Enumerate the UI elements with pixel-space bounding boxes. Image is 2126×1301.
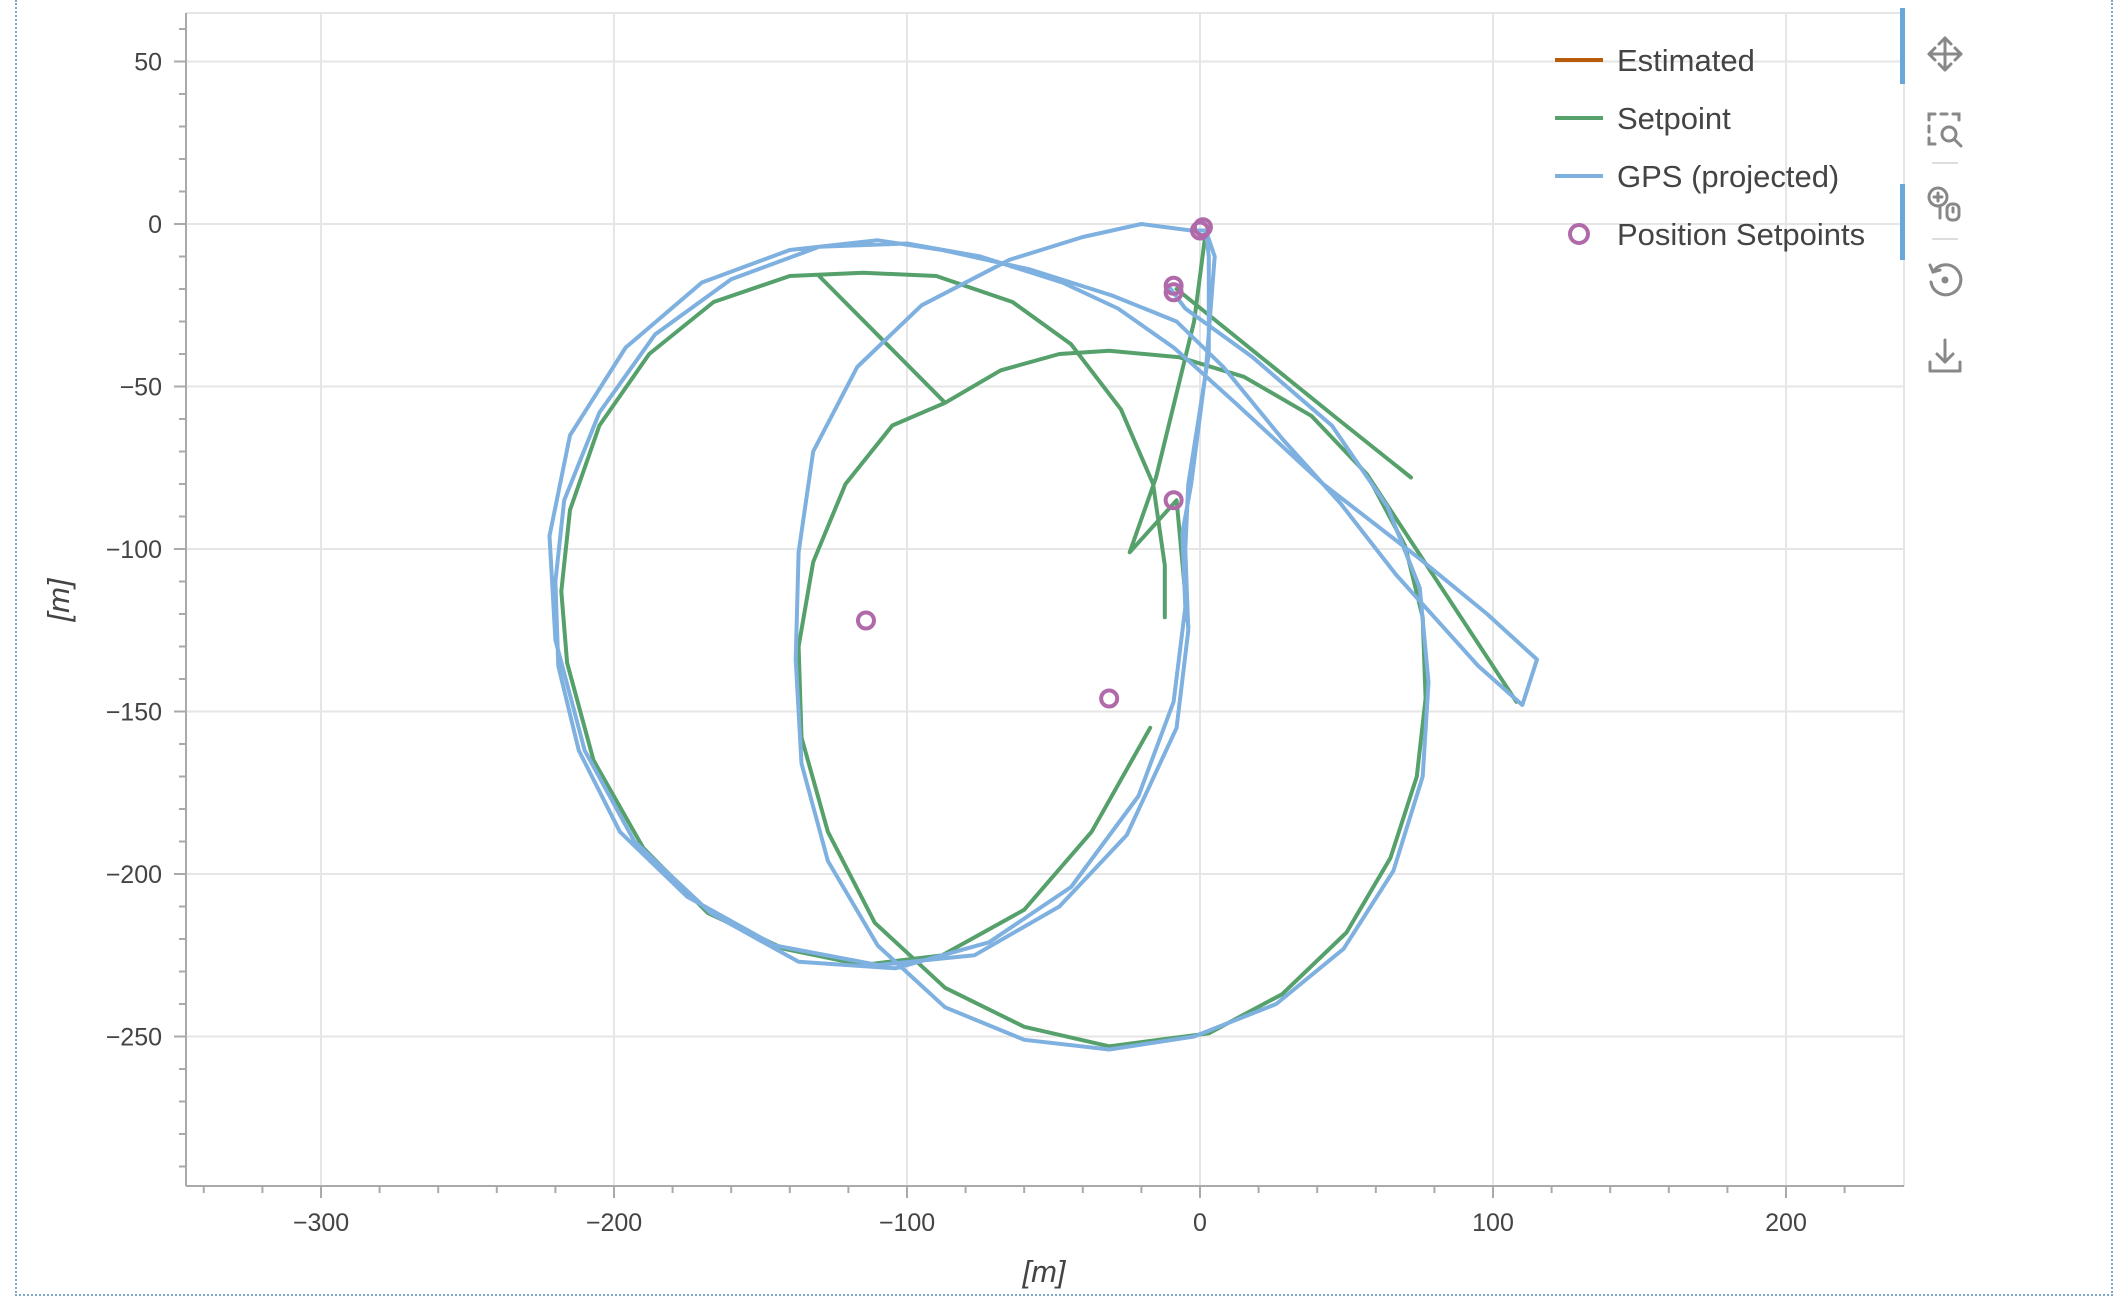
save-tool-button[interactable]: [1900, 322, 1990, 386]
y-tick-label: −100: [106, 536, 162, 564]
position-setpoint-marker[interactable]: [1163, 282, 1184, 303]
position-setpoint-marker[interactable]: [1163, 275, 1184, 296]
position-setpoint-marker[interactable]: [855, 610, 876, 631]
y-tick-label: −50: [120, 374, 162, 402]
legend-label: Setpoint: [1617, 101, 1731, 136]
axis-titles: [m] [m]: [41, 577, 1067, 1289]
legend[interactable]: Estimated Setpoint GPS (projected) Position…: [1555, 43, 1865, 252]
x-tick-label: 0: [1193, 1209, 1207, 1237]
y-tick-label: −200: [106, 861, 162, 889]
x-tick-label: −300: [293, 1209, 349, 1237]
reset-icon: [1928, 263, 1963, 297]
wheel-zoom-icon: [1927, 186, 1961, 222]
x-tick-label: 200: [1765, 1209, 1807, 1237]
box-zoom-tool-button[interactable]: [1900, 96, 1990, 160]
legend-item[interactable]: Estimated: [1555, 43, 1755, 78]
legend-item[interactable]: Setpoint: [1555, 101, 1731, 136]
legend-swatch: [1568, 223, 1590, 245]
pan-move-icon: [1927, 36, 1963, 72]
series-line-setpoint[interactable]: [559, 228, 1519, 1049]
y-tick-label: 0: [148, 211, 162, 239]
series-layer[interactable]: [547, 217, 1539, 1052]
position-setpoint-marker[interactable]: [1163, 490, 1184, 511]
axes: −300 −200 −100 0 100 200 50 0 −50 −100 −150 −200 −25…: [106, 13, 1904, 1237]
x-tick-label: 100: [1472, 1209, 1514, 1237]
save-icon: [1928, 338, 1962, 373]
y-tick-label: 50: [134, 49, 162, 77]
legend-item[interactable]: Position Setpoints: [1568, 217, 1865, 252]
y-tick-label: −250: [106, 1024, 162, 1052]
grid-lines: [186, 12, 1905, 1186]
legend-label: GPS (projected): [1617, 159, 1839, 194]
x-tick-label: −100: [879, 1209, 935, 1237]
reset-tool-button[interactable]: [1900, 246, 1990, 310]
legend-item[interactable]: GPS (projected): [1555, 159, 1839, 194]
legend-label: Position Setpoints: [1617, 217, 1865, 252]
legend-label: Estimated: [1617, 43, 1755, 78]
x-tick-label: −200: [586, 1209, 642, 1237]
position-setpoint-marker[interactable]: [1099, 688, 1120, 709]
x-axis-title: [m]: [1021, 1254, 1066, 1289]
wheel-zoom-tool-button[interactable]: [1900, 170, 1990, 260]
series-line-gps-projected[interactable]: [547, 222, 1539, 1052]
y-axis-title: [m]: [41, 577, 76, 622]
pan-tool-button[interactable]: [1900, 8, 1990, 84]
position-setpoint-marker[interactable]: [1190, 220, 1210, 241]
box-zoom-icon: [1927, 112, 1963, 148]
y-tick-label: −150: [106, 699, 162, 727]
plot-frame: [15, 0, 2113, 1296]
